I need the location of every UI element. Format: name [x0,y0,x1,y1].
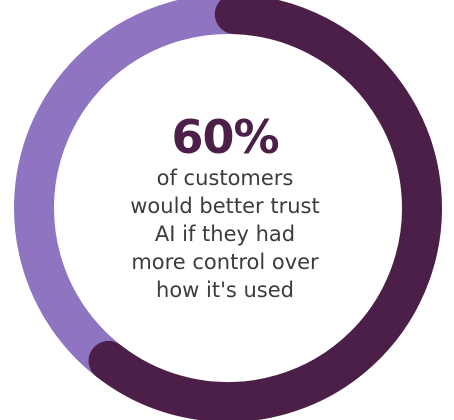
center-label: 60% of customers would better trust AI i… [100,112,350,304]
donut-slice-primary [88,0,442,420]
donut-slice-remaining [14,0,236,377]
center-caption: of customers would better trust AI if th… [130,166,320,302]
donut-slices [14,0,442,420]
center-percentage: 60% [171,110,279,164]
